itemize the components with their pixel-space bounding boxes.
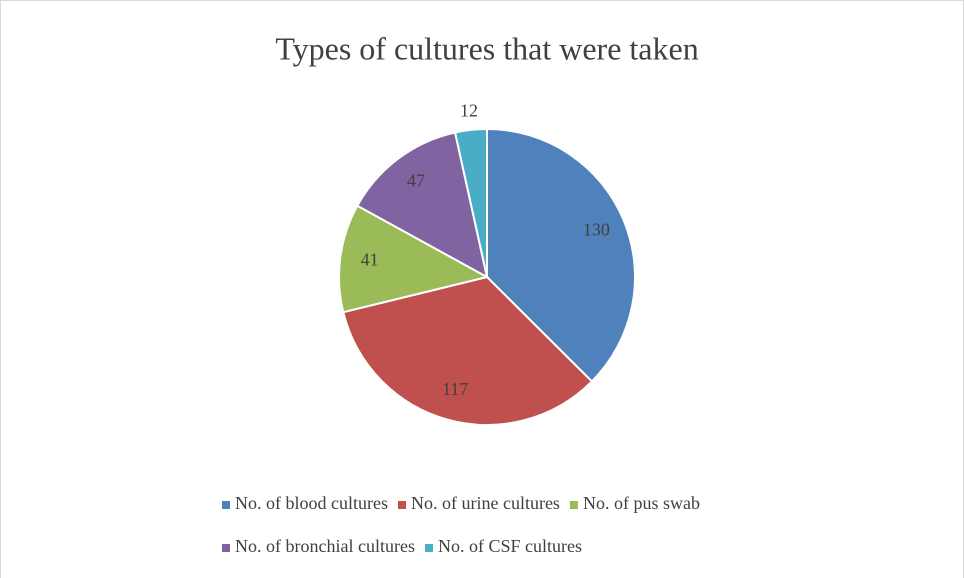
pie-slice	[486, 127, 636, 383]
pie-slice	[338, 204, 490, 314]
legend-marker	[222, 544, 230, 552]
data-label: 12	[460, 100, 478, 120]
legend-label: No. of pus swab	[583, 493, 700, 513]
legend-label: No. of blood cultures	[235, 493, 388, 513]
pie-slice	[355, 131, 489, 279]
legend-marker	[222, 501, 230, 509]
legend-marker	[569, 501, 578, 509]
data-label: 130	[583, 220, 610, 240]
legend-marker	[397, 501, 406, 509]
data-label: 117	[442, 379, 468, 399]
data-label: 41	[361, 250, 379, 270]
pie-slice	[453, 127, 488, 278]
pie-slice	[342, 275, 594, 426]
data-label: 47	[407, 170, 425, 190]
chart-title: Types of cultures that were taken	[275, 30, 698, 66]
legend-marker	[424, 544, 433, 552]
legend-label: No. of urine cultures	[411, 493, 560, 513]
legend-label: No. of bronchial cultures	[235, 536, 415, 556]
legend-label: No. of CSF cultures	[438, 536, 582, 556]
